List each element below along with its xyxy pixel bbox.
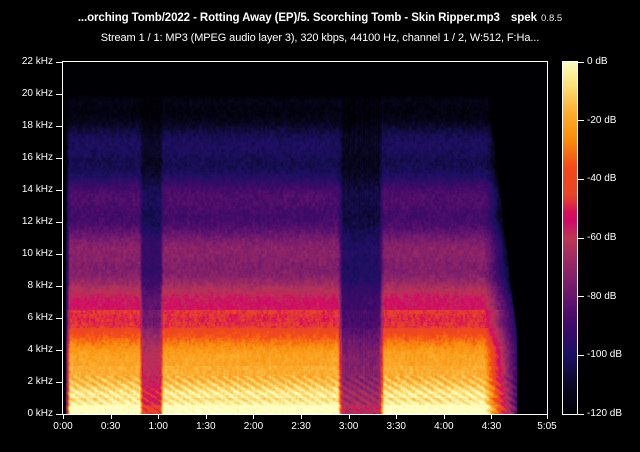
y-axis-tick-mark xyxy=(56,381,62,383)
colorbar-tick-label: -20 dB xyxy=(587,114,617,126)
x-axis-tick-mark xyxy=(396,414,398,419)
x-axis-tick-mark xyxy=(301,414,303,419)
colorbar-gradient xyxy=(563,62,577,414)
x-axis-tick-mark xyxy=(63,414,64,419)
colorbar-tick-mark xyxy=(578,237,584,239)
x-axis-tick-mark xyxy=(348,414,350,419)
x-axis-tick-label: 4:00 xyxy=(434,421,454,432)
x-axis-tick-label: 3:00 xyxy=(338,421,359,432)
y-axis-tick-label: 18 kHz xyxy=(21,120,53,131)
x-axis-tick-label: 1:00 xyxy=(148,421,168,432)
colorbar-gradient-frame xyxy=(562,61,578,415)
x-axis-tick-mark xyxy=(205,414,207,419)
y-axis-tick-label: 22 kHz xyxy=(21,56,53,67)
y-axis-tick-label: 16 kHz xyxy=(21,152,53,163)
colorbar-tick-mark xyxy=(578,120,584,122)
colorbar-tick-mark xyxy=(578,354,584,356)
x-axis-tick-label: 5:05 xyxy=(537,421,557,432)
y-axis-tick-mark xyxy=(56,253,62,255)
colorbar-tick-label: -60 dB xyxy=(587,232,617,243)
y-axis-tick-mark xyxy=(56,157,62,159)
y-axis-tick-label: 6 kHz xyxy=(27,312,53,323)
x-axis-tick-mark xyxy=(443,414,445,419)
x-axis-tick-label: 3:30 xyxy=(386,421,406,432)
colorbar-tick-label: 0 dB xyxy=(587,56,608,67)
x-axis-tick-mark xyxy=(110,414,112,419)
app-version-label: 0.8.5 xyxy=(541,13,563,24)
colorbar-tick-label: -80 dB xyxy=(587,290,617,302)
colorbar-tick-label: -40 dB xyxy=(587,173,617,185)
y-axis-tick-mark xyxy=(56,61,62,63)
x-axis: 0:00 0:30 1:00 1:30 2:00 2:30 3:00 3:30 4:00 4:30… xyxy=(53,414,557,444)
y-axis-tick-label: 2 kHz xyxy=(27,376,53,387)
colorbar-tick-mark xyxy=(578,296,584,298)
x-axis-tick-mark xyxy=(491,414,493,419)
x-axis-tick-mark xyxy=(253,414,255,419)
app-name-label: spek xyxy=(510,12,538,24)
colorbar-tick-label: -100 dB xyxy=(587,349,623,361)
y-axis-tick-mark xyxy=(56,125,62,127)
page-title: ...orching Tomb/2022 - Rotting Away (EP)… xyxy=(77,12,500,24)
colorbar-tick-label: -120 dB xyxy=(587,408,623,419)
y-axis-tick-mark xyxy=(56,221,62,223)
x-axis-tick-label: 2:00 xyxy=(243,421,264,432)
y-axis-tick-label: 4 kHz xyxy=(27,344,53,355)
y-axis-tick-mark xyxy=(56,189,62,191)
spectrogram-canvas[interactable] xyxy=(63,62,547,414)
y-axis-tick-mark xyxy=(56,349,62,351)
y-axis: 22 kHz 20 kHz 18 kHz 16 kHz 14 kHz 12 kHz 10 k… xyxy=(0,56,62,419)
y-axis-tick-label: 10 kHz xyxy=(21,248,53,259)
y-axis-tick-mark xyxy=(56,413,62,415)
colorbar-tick-mark xyxy=(578,61,584,63)
y-axis-tick-label: 12 kHz xyxy=(21,216,53,227)
x-axis-tick-label: 1:30 xyxy=(196,421,216,432)
x-axis-tick-mark xyxy=(158,414,160,419)
x-axis-tick-label: 0:30 xyxy=(100,421,121,432)
x-axis-tick-label: 2:30 xyxy=(291,421,311,432)
stream-info-label: Stream 1 / 1: MP3 (MPEG audio layer 3), … xyxy=(100,32,540,44)
stream-row: Stream 1 / 1: MP3 (MPEG audio layer 3), … xyxy=(0,28,640,46)
title-row: ...orching Tomb/2022 - Rotting Away (EP)… xyxy=(0,8,640,26)
y-axis-tick-label: 20 kHz xyxy=(21,88,53,99)
y-axis-tick-mark xyxy=(56,93,62,95)
spectrogram-plot[interactable] xyxy=(62,61,548,415)
colorbar-tick-mark xyxy=(578,178,584,180)
x-axis-tick-label: 0:00 xyxy=(53,421,73,432)
y-axis-tick-mark xyxy=(56,285,62,287)
colorbar-legend: 0 dB -20 dB -40 dB -60 dB -80 dB -100 dB -120 … xyxy=(562,56,640,419)
x-axis-tick-mark xyxy=(547,414,548,419)
y-axis-tick-label: 8 kHz xyxy=(27,280,53,291)
x-axis-tick-label: 4:30 xyxy=(481,421,502,432)
colorbar-tick-mark xyxy=(578,413,584,415)
y-axis-tick-label: 0 kHz xyxy=(27,408,53,419)
header: ...orching Tomb/2022 - Rotting Away (EP)… xyxy=(0,0,640,52)
y-axis-tick-mark xyxy=(56,317,62,319)
y-axis-tick-label: 14 kHz xyxy=(21,184,53,195)
